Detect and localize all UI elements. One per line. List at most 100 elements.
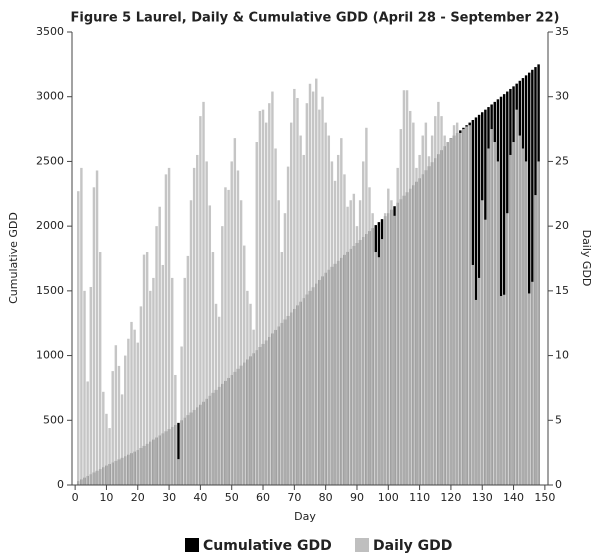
bar <box>377 257 381 485</box>
y2-tick-label: 5 <box>555 413 562 426</box>
bar <box>180 346 183 485</box>
bar <box>468 125 471 485</box>
bar <box>83 290 86 485</box>
bar <box>487 148 490 485</box>
legend-swatch <box>185 538 199 552</box>
bar <box>343 174 346 485</box>
bar <box>136 342 139 485</box>
bar <box>280 252 284 485</box>
bar <box>502 294 506 485</box>
bar <box>311 91 315 485</box>
bar <box>355 226 359 485</box>
bar <box>308 83 312 486</box>
bar <box>349 200 352 485</box>
bar <box>430 135 434 486</box>
bar <box>440 116 443 485</box>
bar <box>192 167 196 485</box>
bar <box>387 188 390 485</box>
bar <box>174 374 177 485</box>
bar <box>455 122 459 485</box>
bar <box>459 132 462 485</box>
bar <box>296 98 299 485</box>
bar <box>286 166 290 485</box>
bar <box>86 381 89 485</box>
bar <box>211 252 215 485</box>
bar <box>224 187 227 486</box>
x-tick-label: 130 <box>472 491 493 504</box>
bar <box>380 239 384 485</box>
bar <box>152 277 155 485</box>
bar <box>521 148 525 485</box>
bar <box>465 126 468 486</box>
bar <box>424 122 428 485</box>
bar <box>515 109 518 486</box>
x-tick-label: 30 <box>162 491 176 504</box>
bar <box>114 345 118 485</box>
bar <box>264 122 268 485</box>
bar <box>186 255 190 485</box>
bar <box>408 110 412 486</box>
bar <box>214 303 218 485</box>
y-axis-label: Cumulative GDD <box>7 212 20 304</box>
y-tick-label: 500 <box>43 413 64 426</box>
bar <box>277 200 280 485</box>
x-tick-label: 40 <box>193 491 207 504</box>
bar <box>499 296 503 485</box>
bar <box>446 142 450 485</box>
bar <box>120 394 124 485</box>
bar <box>161 264 165 485</box>
bar <box>352 193 356 486</box>
bar <box>531 69 534 485</box>
y-tick-label: 2500 <box>36 154 64 167</box>
bar <box>493 142 496 485</box>
bar <box>324 122 327 485</box>
bar <box>434 116 437 485</box>
bar <box>208 205 212 486</box>
x-tick-label: 90 <box>350 491 364 504</box>
y2-tick-label: 10 <box>555 349 569 362</box>
x-tick-label: 80 <box>319 491 333 504</box>
bar <box>506 213 509 485</box>
bar <box>183 277 186 485</box>
bar <box>333 180 337 486</box>
bar <box>283 213 287 485</box>
bar <box>358 200 362 485</box>
bar <box>124 355 127 485</box>
bar <box>167 167 171 485</box>
bar <box>98 252 102 485</box>
bar <box>393 215 396 485</box>
x-tick-label: 10 <box>99 491 113 504</box>
bar <box>170 277 174 485</box>
bar <box>258 110 262 486</box>
bar <box>496 161 500 485</box>
bar <box>315 78 318 485</box>
bar <box>443 135 446 486</box>
bar <box>199 116 202 485</box>
bar <box>302 154 305 485</box>
x-tick-label: 20 <box>131 491 145 504</box>
bar <box>471 264 475 485</box>
bar <box>509 154 512 485</box>
bar <box>452 125 456 485</box>
bar <box>196 154 199 485</box>
bar <box>117 365 121 485</box>
bar <box>531 281 534 485</box>
bar <box>142 254 146 485</box>
bar <box>396 167 399 485</box>
bar <box>427 156 431 485</box>
bar <box>390 200 393 485</box>
bar <box>484 219 487 485</box>
x-tick-label: 110 <box>409 491 430 504</box>
x-axis-label: Day <box>294 510 316 523</box>
bar <box>252 329 255 485</box>
y2-tick-label: 20 <box>555 219 569 232</box>
bar <box>202 101 205 486</box>
bar <box>149 290 152 485</box>
y2-tick-label: 30 <box>555 90 569 103</box>
bar <box>537 161 540 485</box>
bar <box>205 161 208 485</box>
bar <box>274 148 277 485</box>
bar <box>236 170 240 485</box>
bar <box>527 293 531 485</box>
y-tick-label: 2000 <box>36 219 64 232</box>
